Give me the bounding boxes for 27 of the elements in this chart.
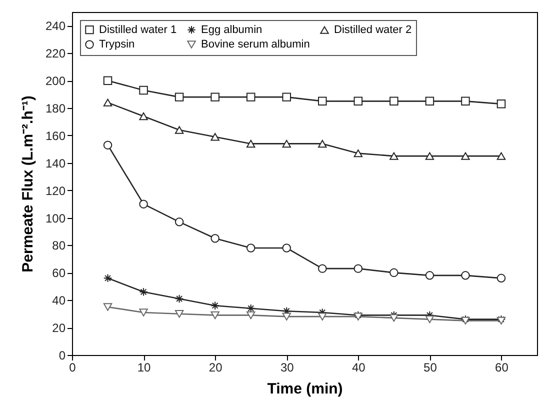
y-tick-label: 180	[45, 102, 66, 116]
x-tick-label: 30	[280, 360, 294, 374]
x-tick-label: 20	[208, 360, 223, 374]
legend-label: Distilled water 2	[334, 24, 412, 36]
legend-label: Egg albumin	[201, 24, 262, 36]
y-tick-label: 20	[52, 321, 66, 336]
y-axis-title: Permeate Flux (L.m⁻².h⁻¹)	[19, 96, 36, 272]
y-tick-label: 140	[45, 156, 66, 170]
y-tick-label: 80	[52, 238, 66, 253]
y-tick-label: 60	[52, 266, 66, 280]
x-tick-label: 50	[424, 360, 438, 374]
legend-label: Bovine serum albumin	[201, 38, 310, 50]
y-tick-label: 120	[45, 184, 66, 198]
legend-label: Trypsin	[99, 38, 135, 50]
legend-label: Distilled water 1	[99, 24, 177, 36]
y-tick-label: 100	[45, 211, 66, 226]
x-tick-label: 40	[352, 360, 366, 374]
y-tick-label: 220	[45, 46, 66, 61]
y-tick-label: 160	[45, 128, 66, 143]
y-tick-label: 40	[52, 294, 66, 308]
x-axis-title: Time (min)	[267, 380, 343, 398]
x-tick-label: 60	[495, 360, 509, 374]
x-tick-label: 0	[69, 360, 76, 374]
y-tick-label: 240	[45, 19, 66, 34]
y-tick-label: 0	[58, 348, 66, 362]
x-tick-label: 10	[137, 360, 152, 374]
y-tick-label: 200	[45, 74, 66, 88]
